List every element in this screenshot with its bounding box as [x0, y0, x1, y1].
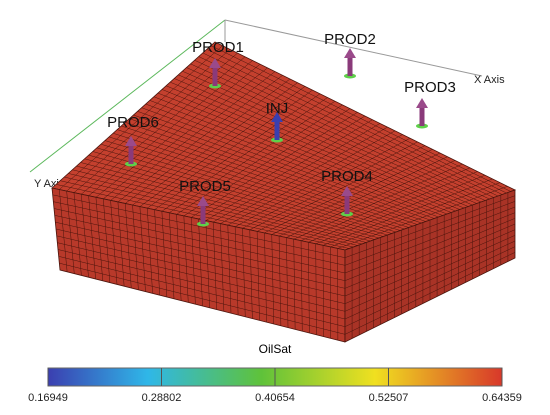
cell-edge — [271, 152, 441, 235]
cell-edge — [235, 134, 403, 227]
cell-edge — [344, 218, 516, 289]
cell-edge — [194, 60, 494, 198]
well-label: PROD4 — [321, 168, 373, 185]
well-arrow — [344, 48, 356, 58]
well-arrow — [271, 112, 283, 122]
cell-edge — [344, 206, 516, 274]
well-shaft — [419, 106, 425, 126]
cell-edge — [256, 145, 426, 232]
cell-edge — [220, 126, 388, 224]
well-shaft — [344, 194, 350, 214]
tick-label: 0.64359 — [482, 392, 522, 404]
well-arrow — [209, 58, 221, 68]
cell-edge — [145, 103, 443, 216]
cell-edge — [157, 92, 456, 212]
cell-edge — [344, 195, 516, 258]
cell-edge — [57, 249, 346, 320]
cell-edge — [153, 96, 452, 213]
cell-edge — [344, 252, 516, 335]
cell-edge — [170, 81, 469, 207]
cell-edge — [54, 215, 346, 281]
cell-edge — [182, 70, 482, 203]
well-shaft — [200, 204, 206, 224]
cell-edge — [286, 160, 456, 238]
cell-edge — [58, 256, 346, 327]
cell-edge — [202, 52, 503, 195]
cell-edge — [55, 228, 346, 297]
well-shaft — [212, 66, 218, 86]
cell-edge — [344, 240, 516, 320]
cell-edge — [344, 223, 516, 297]
cell-edge — [330, 182, 501, 248]
cell-edge — [210, 45, 511, 192]
cell-edge — [149, 100, 448, 215]
cell-edge — [213, 123, 381, 223]
cell-edge — [52, 194, 346, 258]
cell-edge — [293, 163, 463, 240]
cell-edge — [337, 186, 508, 249]
well-label: INJ — [266, 100, 289, 117]
cell-edge — [315, 174, 486, 245]
cell-edge — [198, 56, 499, 197]
well-shaft — [128, 144, 134, 164]
cell-edge — [137, 111, 435, 219]
colorbar-title: OilSat — [259, 342, 292, 356]
cell-edge — [57, 242, 346, 312]
tick-label: 0.52507 — [369, 392, 409, 404]
well-label: PROD6 — [107, 114, 159, 131]
cell-edge — [59, 262, 346, 335]
cell-edge — [53, 201, 346, 266]
tick-label: 0.40654 — [255, 392, 295, 404]
cell-edge — [300, 167, 471, 241]
cell-edge — [322, 178, 493, 246]
cell-edge — [206, 49, 507, 194]
cell-edge — [308, 171, 478, 243]
cell-edge — [344, 201, 516, 266]
cell-edge — [141, 107, 439, 218]
cell-edge — [344, 235, 516, 312]
cell-edge — [186, 67, 486, 201]
cell-edge — [174, 78, 473, 206]
tick-label: 0.16949 — [28, 392, 68, 404]
axis-lines — [29, 19, 483, 173]
well-shaft — [274, 120, 280, 140]
cell-edge — [53, 208, 346, 274]
cell-edge — [344, 212, 516, 281]
cell-edge — [278, 156, 448, 237]
cell-edge — [249, 141, 418, 231]
wells: PROD1 PROD2 PROD3 INJ PROD6 PROD5 PROD4 — [107, 31, 456, 227]
well-label: PROD2 — [324, 31, 376, 48]
cell-edge — [161, 89, 460, 210]
cell-edge — [133, 114, 431, 221]
well-arrow — [341, 186, 353, 196]
cell-edge — [55, 221, 346, 289]
well-arrow — [125, 136, 137, 146]
cell-edge — [56, 235, 346, 304]
tick-label: 0.28802 — [142, 392, 182, 404]
colorbar-ticks: 0.16949 0.28802 0.40654 0.52507 0.64359 — [28, 368, 522, 404]
cell-edge — [344, 229, 516, 304]
cell-edge — [190, 63, 490, 200]
well-label: PROD5 — [179, 178, 231, 195]
well-arrow — [197, 196, 209, 206]
x-axis-label: X Axis — [474, 74, 505, 86]
well-label: PROD3 — [404, 79, 456, 96]
well-shaft — [347, 56, 353, 76]
cell-edge — [227, 130, 396, 226]
cell-edge — [166, 85, 465, 209]
well-label: PROD1 — [192, 39, 244, 56]
cell-edge — [178, 74, 477, 204]
well-arrow — [416, 98, 428, 108]
cell-edge — [344, 246, 516, 327]
cell-edge — [205, 119, 373, 221]
cell-edge — [242, 137, 411, 229]
